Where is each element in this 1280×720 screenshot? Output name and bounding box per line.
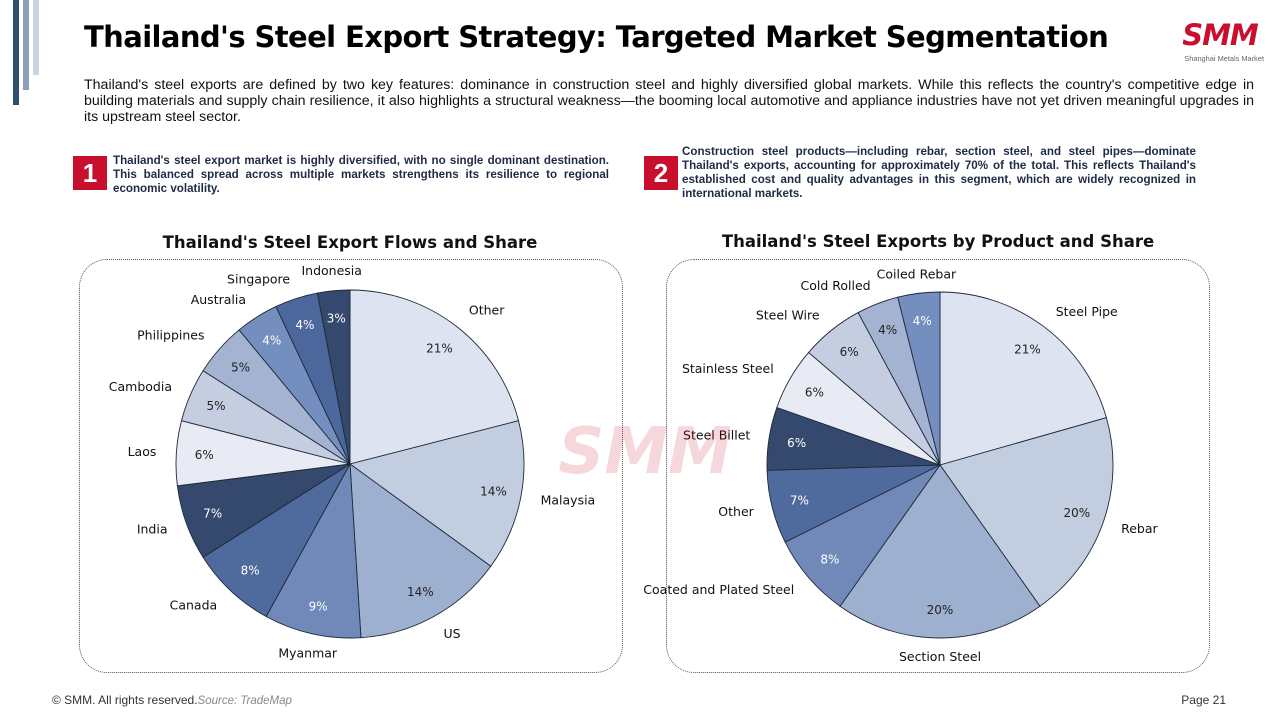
product-category-label-steel-wire: Steel Wire: [756, 307, 820, 322]
product-category-label-steel-billet: Steel Billet: [683, 428, 750, 443]
chart-2-title: Thailand's Steel Exports by Product and …: [721, 232, 1155, 251]
product-slice-rebar: [939, 417, 1114, 607]
copyright-text: © SMM. All rights reserved.: [52, 693, 198, 707]
product-category-label-cold-rolled: Cold Rolled: [800, 278, 870, 293]
product-category-label-coated-and-plated-steel: Coated and Plated Steel: [643, 582, 794, 597]
page-number: Page 21: [1181, 693, 1226, 707]
flows-pct-label-malaysia: 14%: [480, 484, 507, 498]
product-pct-label-coated-and-plated-steel: 8%: [820, 552, 839, 566]
svg-text:SMM: SMM: [558, 415, 731, 489]
flows-slice-myanmar: [265, 462, 362, 639]
logo-text: SMM: [1182, 18, 1259, 52]
flows-slice-us: [349, 463, 492, 639]
flows-category-label-malaysia: Malaysia: [541, 492, 596, 507]
intro-paragraph: Thailand's steel exports are defined by …: [84, 77, 1254, 125]
product-slice-steel-pipe: [939, 291, 1107, 466]
flows-category-label-canada: Canada: [170, 597, 218, 612]
flows-pct-label-myanmar: 9%: [309, 600, 328, 614]
flows-pct-label-us: 14%: [407, 585, 434, 599]
key-point-2-text: Construction steel products—including re…: [682, 145, 1196, 200]
product-category-label-section-steel: Section Steel: [899, 649, 981, 664]
product-pct-label-rebar: 20%: [1063, 506, 1090, 520]
product-pct-label-steel-billet: 6%: [787, 436, 806, 450]
product-pct-label-coiled-rebar: 4%: [913, 314, 932, 328]
product-category-label-rebar: Rebar: [1121, 521, 1158, 536]
flows-pct-label-singapore: 4%: [295, 318, 314, 332]
flows-pct-label-cambodia: 5%: [206, 399, 225, 413]
flows-category-label-india: India: [137, 522, 168, 537]
product-pct-label-stainless-steel: 6%: [805, 386, 824, 400]
flows-category-label-philippines: Philippines: [137, 328, 204, 343]
export-flows-pie-chart: 21% Other 14% Malaysia 14% US 9% Myanmar 8% Canad…: [109, 263, 596, 660]
decor-bar-1: [13, 0, 19, 105]
flows-category-label-indonesia: Indonesia: [301, 263, 361, 278]
flows-category-label-australia: Australia: [191, 292, 246, 307]
chart-1-title: Thailand's Steel Export Flows and Share: [162, 233, 538, 252]
smm-logo: SMM Shanghai Metals Market: [1168, 18, 1268, 66]
product-category-label-other: Other: [718, 504, 754, 519]
flows-pct-label-india: 7%: [203, 507, 222, 521]
key-point-2-number: 2: [644, 156, 678, 190]
flows-slice-other: [349, 289, 520, 465]
flows-category-label-other: Other: [469, 303, 505, 318]
chart-2-frame: [666, 259, 1210, 673]
product-pct-label-other: 7%: [790, 493, 809, 507]
product-category-label-coiled-rebar: Coiled Rebar: [877, 267, 957, 282]
product-pct-label-section-steel: 20%: [927, 603, 954, 617]
product-category-label-stainless-steel: Stainless Steel: [682, 361, 774, 376]
chart-1-frame: [79, 259, 623, 673]
decor-bar-2: [23, 0, 29, 90]
flows-pct-label-laos: 6%: [195, 448, 214, 462]
flows-slice-indonesia: [316, 289, 351, 465]
flows-category-label-laos: Laos: [128, 444, 157, 459]
product-pct-label-steel-pipe: 21%: [1014, 342, 1041, 356]
flows-pct-label-other: 21%: [426, 342, 453, 356]
flows-category-label-us: US: [444, 626, 461, 641]
product-slice-section-steel: [839, 464, 1041, 639]
key-point-1-text: Thailand's steel export market is highly…: [113, 154, 609, 195]
smm-watermark: SMM: [520, 415, 770, 515]
key-point-1-number: 1: [73, 156, 107, 190]
product-share-pie-chart: 21% Steel Pipe 20% Rebar 20% Section Steel 8% C…: [643, 267, 1158, 665]
footer-credits: © SMM. All rights reserved.Source: Trade…: [52, 693, 292, 707]
flows-pct-label-philippines: 5%: [231, 360, 250, 374]
product-pct-label-steel-wire: 6%: [840, 345, 859, 359]
flows-pct-label-canada: 8%: [241, 563, 260, 577]
product-category-label-steel-pipe: Steel Pipe: [1056, 304, 1118, 319]
flows-slice-malaysia: [348, 420, 525, 567]
flows-category-label-singapore: Singapore: [227, 272, 290, 287]
flows-pct-label-australia: 4%: [262, 334, 281, 348]
product-pct-label-cold-rolled: 4%: [878, 323, 897, 337]
product-slice-coiled-rebar: [897, 291, 941, 466]
flows-category-label-cambodia: Cambodia: [109, 379, 172, 394]
logo-subtitle: Shanghai Metals Market: [1184, 54, 1264, 63]
page-title: Thailand's Steel Export Strategy: Target…: [84, 20, 1109, 54]
decor-bar-3: [33, 0, 39, 75]
flows-category-label-myanmar: Myanmar: [278, 645, 338, 660]
source-text: Source: TradeMap: [197, 695, 292, 707]
flows-pct-label-indonesia: 3%: [327, 312, 346, 326]
